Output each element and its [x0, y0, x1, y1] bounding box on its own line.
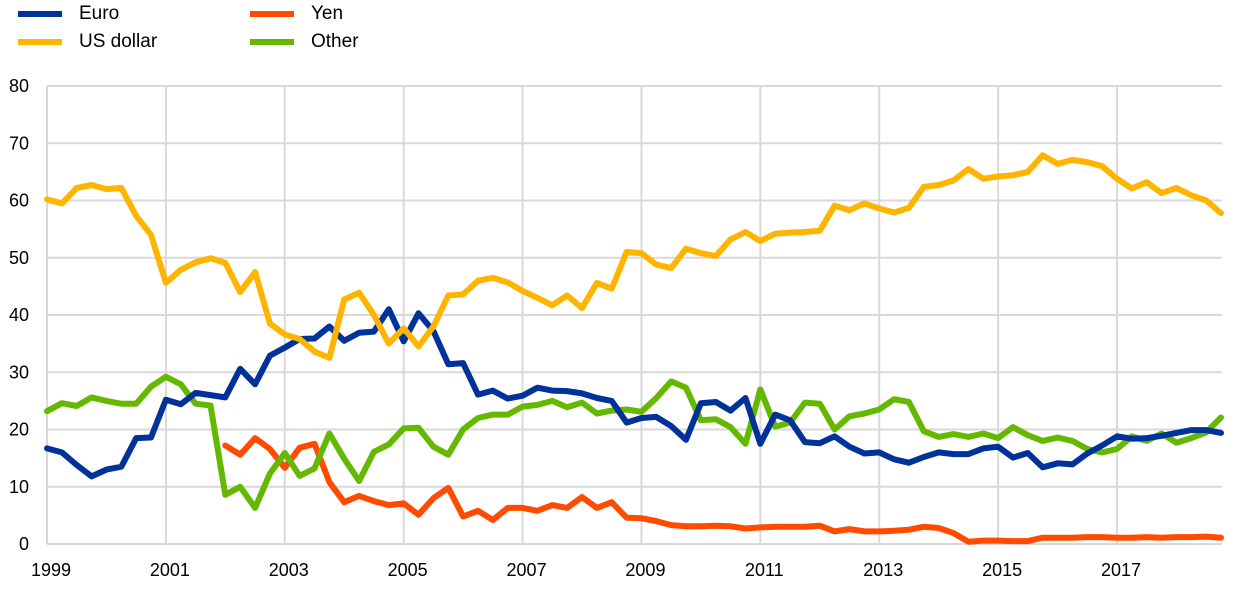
series-line-yen	[222, 435, 1224, 545]
legend-swatch-other	[250, 39, 294, 45]
legend-label-yen: Yen	[311, 3, 344, 24]
y-tick-label: 20	[9, 420, 29, 440]
x-tick-label: 2007	[507, 560, 547, 580]
y-tick-label: 70	[9, 133, 29, 153]
y-tick-label: 0	[19, 534, 29, 554]
x-tick-label: 2009	[625, 560, 665, 580]
y-tick-label: 40	[9, 305, 29, 325]
legend-label-euro: Euro	[79, 3, 120, 24]
x-tick-label: 2005	[388, 560, 428, 580]
legend-item-euro: Euro	[18, 3, 119, 25]
x-tick-label: 2001	[150, 560, 190, 580]
x-tick-label: 1999	[31, 560, 71, 580]
series-line-euro	[44, 306, 1224, 480]
x-tick-label: 2017	[1101, 560, 1141, 580]
x-tick-label: 2013	[863, 560, 903, 580]
y-tick-label: 60	[9, 191, 29, 211]
y-tick-label: 10	[9, 477, 29, 497]
legend-label-us-dollar: US dollar	[79, 31, 158, 52]
legend-swatch-euro	[18, 11, 62, 17]
legend-swatch-us-dollar	[18, 39, 62, 45]
series-line-us-dollar	[44, 152, 1224, 361]
y-tick-label: 80	[9, 76, 29, 96]
legend-item-other: Other	[250, 31, 359, 53]
x-tick-label: 2011	[745, 560, 784, 580]
y-tick-label: 50	[9, 248, 29, 268]
legend-item-us-dollar: US dollar	[18, 31, 157, 53]
legend-label-other: Other	[311, 31, 359, 52]
legend-item-yen: Yen	[250, 3, 343, 25]
series-line-other	[44, 373, 1224, 511]
x-tick-label: 2015	[982, 560, 1022, 580]
y-tick-label: 30	[9, 362, 29, 382]
legend-swatch-yen	[250, 11, 294, 17]
x-tick-label: 2003	[269, 560, 309, 580]
